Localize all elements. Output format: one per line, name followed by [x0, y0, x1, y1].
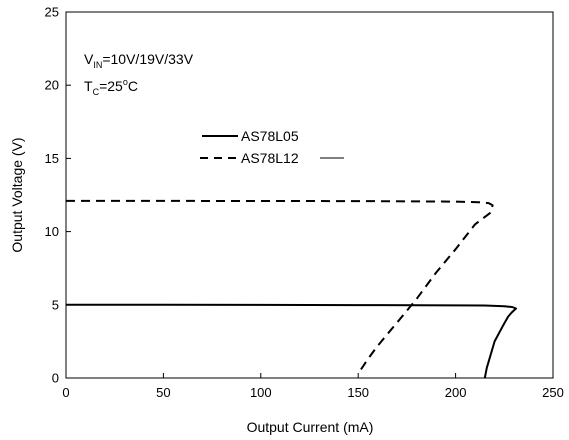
x-tick-label: 50 — [156, 385, 170, 400]
x-tick-label: 100 — [250, 385, 272, 400]
y-tick-label: 5 — [52, 297, 59, 312]
x-tick-label: 0 — [62, 385, 69, 400]
vin-annotation: VIN=10V/19V/33V — [84, 51, 194, 70]
x-axis-title: Output Current (mA) — [247, 419, 374, 435]
series-layer — [66, 199, 517, 379]
y-tick-label: 10 — [45, 224, 59, 239]
series-line-as78l12 — [66, 199, 494, 372]
y-axis-ticks — [66, 11, 71, 379]
y-tick-label: 0 — [52, 371, 59, 386]
tc-annotation: TC=25oC — [84, 77, 138, 97]
y-tick-label: 15 — [45, 151, 59, 166]
y-tick-label: 25 — [45, 5, 59, 20]
legend-label-as78l05: AS78L05 — [241, 128, 299, 144]
x-axis-ticks — [65, 373, 554, 378]
plot-frame — [65, 11, 554, 379]
x-axis-tick-labels: 0 50 100 150 200 250 — [62, 385, 563, 400]
legend: AS78L05 AS78L12 — [200, 128, 344, 166]
legend-label-as78l12: AS78L12 — [241, 150, 299, 166]
y-tick-label: 20 — [45, 78, 59, 93]
y-axis-title: Output Voltage (V) — [9, 137, 25, 252]
x-tick-label: 200 — [445, 385, 467, 400]
y-axis-tick-labels: 0 5 10 15 20 25 — [45, 5, 59, 386]
series-line-as78l05 — [66, 303, 517, 379]
x-tick-label: 150 — [347, 385, 369, 400]
x-tick-label: 250 — [542, 385, 564, 400]
